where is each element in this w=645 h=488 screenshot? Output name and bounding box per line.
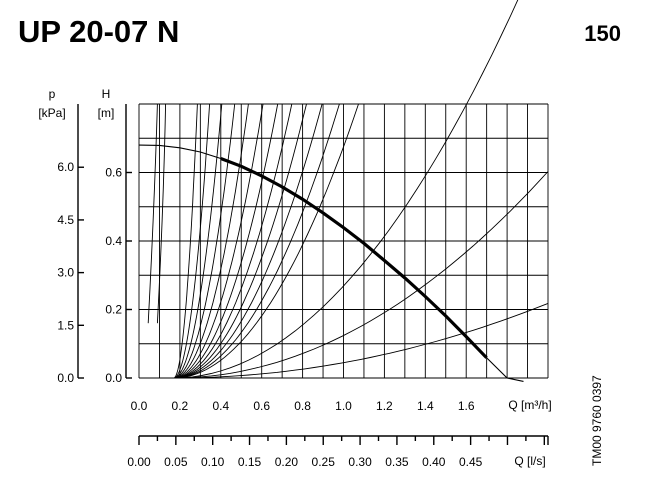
system-curve-low <box>173 171 549 379</box>
x2-tick-label: 0.00 <box>127 455 151 469</box>
system-curve <box>173 103 293 379</box>
system-curve-steep <box>147 103 158 324</box>
y-axis-symbol: H <box>102 87 111 101</box>
system-curve <box>173 103 340 379</box>
x2-axis-label: Q [l/s] <box>514 454 545 468</box>
system-curve-low <box>173 0 519 379</box>
x2-tick-label: 0.25 <box>312 455 336 469</box>
system-curve <box>173 103 249 379</box>
y-tick-label: 0.4 <box>105 234 122 248</box>
y-axis-unit: [m] <box>98 106 115 120</box>
x-tick-label: 1.4 <box>417 399 434 413</box>
x2-tick-label: 0.45 <box>459 455 483 469</box>
axes: 0.0 0.2 0.4 0.6 0.0 1.5 3.0 4.5 6.0 0.0 0.2 0.4 0.6 0… <box>57 104 549 469</box>
x2-tick-label: 0.35 <box>385 455 409 469</box>
pump-curve-group <box>138 144 524 382</box>
system-curve <box>173 103 236 379</box>
x2-tick-label: 0.05 <box>164 455 188 469</box>
y-tick-label: 0.2 <box>105 303 122 317</box>
system-curve <box>173 103 223 379</box>
y2-tick-label: 3.0 <box>57 266 74 280</box>
grid <box>138 103 549 379</box>
y2-axis-symbol: p <box>49 87 56 101</box>
x2-tick-label: 0.10 <box>201 455 225 469</box>
curve-code: 150 <box>584 21 621 46</box>
x-tick-label: 1.0 <box>335 399 352 413</box>
x-tick-label: 0.2 <box>172 399 189 413</box>
x-tick-label: 0.4 <box>212 399 229 413</box>
system-curve <box>173 103 279 379</box>
x-tick-label: 0.6 <box>253 399 270 413</box>
system-curve <box>173 103 323 379</box>
x2-tick-label: 0.20 <box>275 455 299 469</box>
system-curve <box>173 103 211 379</box>
system-curve-steep <box>156 103 167 324</box>
x2-tick-label: 0.40 <box>422 455 446 469</box>
y2-tick-label: 0.0 <box>57 371 74 385</box>
system-curve <box>173 103 198 379</box>
x-tick-label: 0.8 <box>294 399 311 413</box>
x-tick-label: 1.2 <box>376 399 393 413</box>
drawing-number: TM00 9760 0397 <box>590 375 604 466</box>
system-curve <box>173 103 264 379</box>
y2-tick-label: 4.5 <box>57 213 74 227</box>
chart-title: UP 20-07 N <box>18 14 179 49</box>
system-curves <box>147 0 549 379</box>
y-tick-label: 0.0 <box>105 371 122 385</box>
y2-tick-label: 6.0 <box>57 160 74 174</box>
y2-axis-unit: [kPa] <box>38 106 65 120</box>
system-curve-low <box>173 302 549 379</box>
x2-tick-label: 0.15 <box>238 455 262 469</box>
x-tick-label: 1.6 <box>458 399 475 413</box>
y2-tick-label: 1.5 <box>57 318 74 332</box>
x-tick-label: 0.0 <box>131 399 148 413</box>
pump-curve-operating-range <box>220 157 488 359</box>
y-tick-label: 0.6 <box>105 166 122 180</box>
x-axis-label: Q [m³/h] <box>508 398 551 412</box>
system-curve <box>173 103 359 379</box>
x2-tick-label: 0.30 <box>348 455 372 469</box>
